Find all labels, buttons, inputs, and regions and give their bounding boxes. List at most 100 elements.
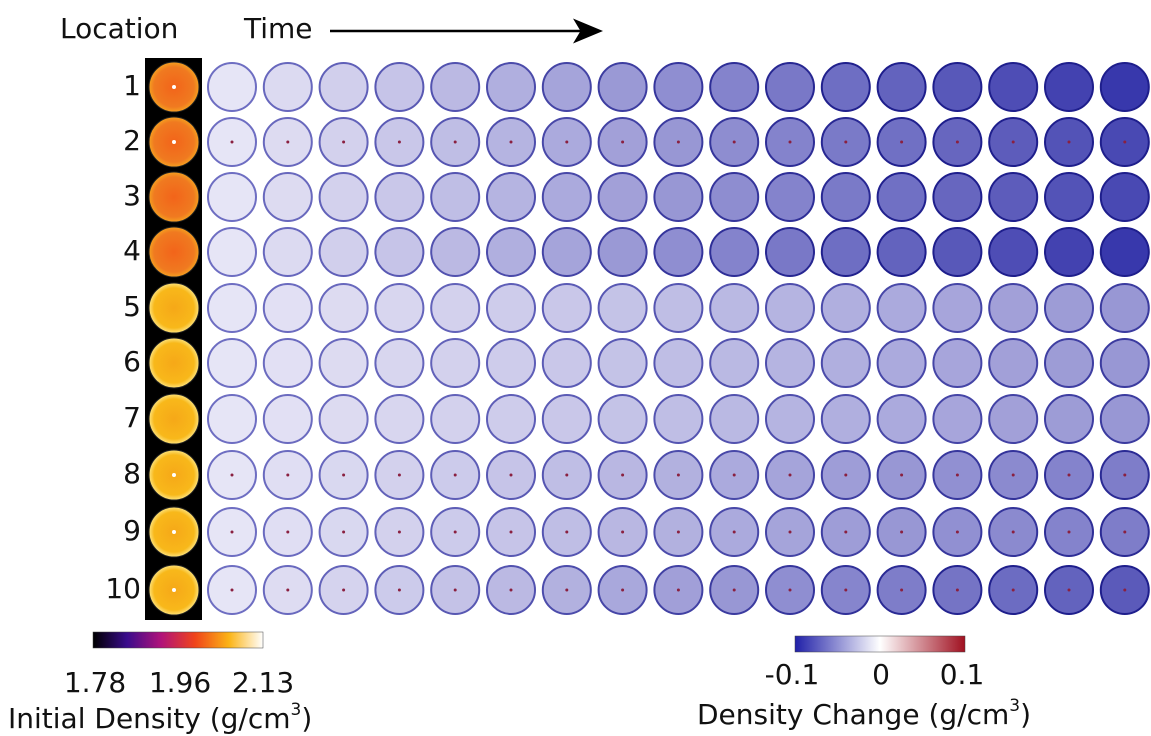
change-sample [989,173,1037,221]
change-sample [1101,63,1149,111]
sample-center [565,474,568,477]
sample-center [956,474,959,477]
change-sample [543,63,591,111]
figure: Location Time 1.78 1.96 2.13 Initial Den… [0,0,1151,736]
initial-sample [149,283,199,333]
change-sample [375,63,423,111]
change-sample [487,284,535,332]
sample-center [172,85,176,89]
change-sample [822,284,870,332]
sample-center [454,531,457,534]
change-sample [1101,284,1149,332]
change-sample [264,63,312,111]
sample-center [286,589,289,592]
colorbar-tick: 0 [872,658,890,691]
sample-center [398,531,401,534]
change-sample [989,284,1037,332]
sample-center [510,531,513,534]
sample-grid [149,62,1149,615]
change-sample [710,339,758,387]
change-sample [599,339,647,387]
sample-center [621,474,624,477]
initial-sample [149,227,199,277]
sample-center [844,141,847,144]
sample-center [844,531,847,534]
change-sample [1045,228,1093,276]
change-sample [599,63,647,111]
row-label: 6 [123,345,141,378]
change-sample [933,395,981,443]
change-sample [933,339,981,387]
sample-center [510,589,513,592]
change-sample [431,228,479,276]
change-sample [1045,339,1093,387]
change-sample [878,339,926,387]
time-header: Time [243,12,313,45]
change-sample [654,173,702,221]
sample-center [621,589,624,592]
sample-center [1068,141,1071,144]
change-sample [487,63,535,111]
change-sample [599,395,647,443]
sample-center [900,531,903,534]
initial-sample [149,394,199,444]
sample-center [286,531,289,534]
change-sample [375,284,423,332]
sample-center [172,473,176,477]
change-sample [264,228,312,276]
sample-center [565,531,568,534]
sample-center [286,141,289,144]
change-sample [710,284,758,332]
sample-center [454,589,457,592]
change-sample [375,173,423,221]
change-sample [766,284,814,332]
change-sample [320,339,368,387]
change-sample [933,63,981,111]
change-sample [933,284,981,332]
sample-center [677,589,680,592]
change-sample [822,228,870,276]
sample-center [398,474,401,477]
location-header: Location [60,12,178,45]
sample-center [1012,474,1015,477]
sample-center [342,141,345,144]
change-sample [208,395,256,443]
sample-center [1123,589,1126,592]
sample-center [342,474,345,477]
change-sample [320,284,368,332]
change-sample [654,228,702,276]
row-label: 4 [123,234,141,267]
change-sample [878,395,926,443]
change-sample [766,339,814,387]
change-sample [543,339,591,387]
change-sample [878,63,926,111]
sample-center [956,589,959,592]
change-sample [599,173,647,221]
colorbar-tick: 0.1 [940,658,985,691]
change-sample [320,228,368,276]
change-sample [822,339,870,387]
colorbar-tick: 1.96 [149,666,211,699]
row-label: 7 [123,401,141,434]
change-sample [487,228,535,276]
row-label: 9 [123,514,141,547]
initial-sample [149,172,199,222]
sample-center [454,474,457,477]
change-sample [878,284,926,332]
sample-center [956,531,959,534]
change-sample [487,173,535,221]
sample-center [900,474,903,477]
sample-center [733,141,736,144]
change-sample [208,228,256,276]
sample-center [286,474,289,477]
change-colorbar [795,636,965,652]
change-sample [822,173,870,221]
sample-center [1123,474,1126,477]
change-sample [487,395,535,443]
colorbar-tick: -0.1 [765,658,820,691]
change-sample [208,284,256,332]
sample-center [621,141,624,144]
change-sample [487,339,535,387]
change-sample [375,339,423,387]
change-sample [599,228,647,276]
